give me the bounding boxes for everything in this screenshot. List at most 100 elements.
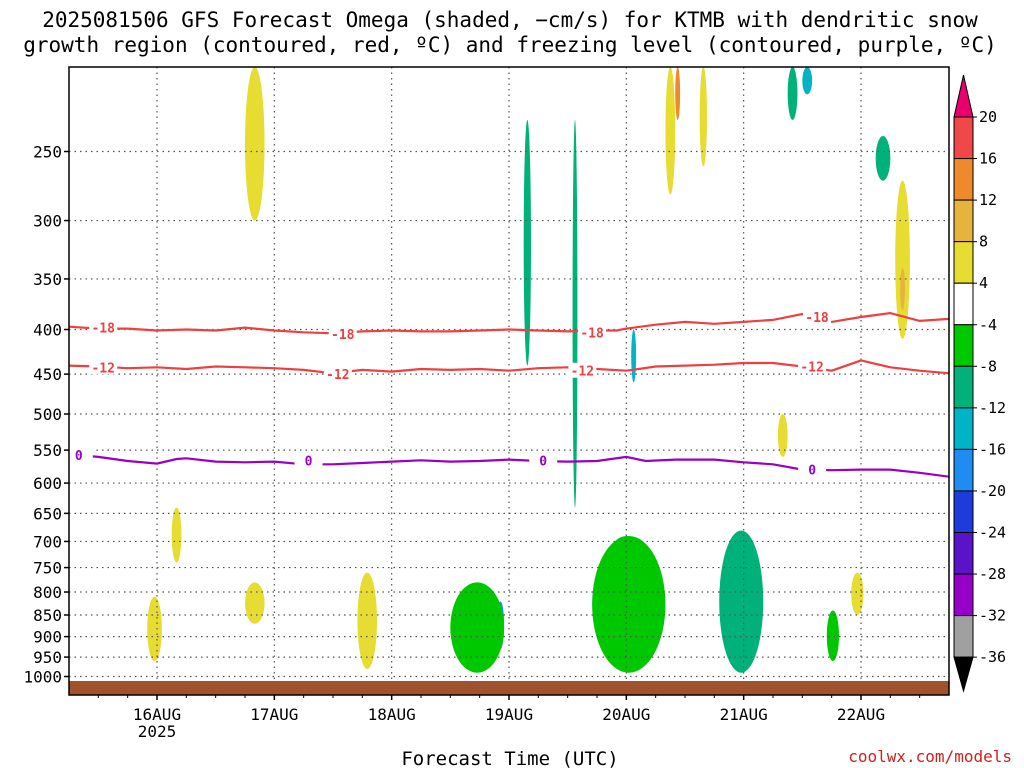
contour-label-0-1: 0: [305, 454, 313, 469]
colorbar-box-4: [953, 241, 974, 284]
colorbar-box-5: [953, 282, 974, 326]
omega-cell-22: [665, 67, 676, 195]
y-axis: 250 300 350 400 450 500 550 600 650 700 750 800 850 9…: [23, 143, 69, 687]
omega-cell-29: [631, 329, 637, 383]
temperature-contours: -18 -18 -18 -18 -12 -12 -12 -12 0 0 0 0: [69, 308, 949, 479]
y-tick-label-750: 750: [33, 559, 62, 578]
omega-cell-16: [245, 582, 265, 624]
colorbar-label-10: -24: [979, 524, 1006, 542]
colorbar-box-13: [953, 615, 974, 658]
contour-label-bg--12-2: [568, 362, 597, 378]
contour-label-bg--12-0: [89, 359, 118, 375]
omega-cell-10: [826, 610, 840, 662]
contour-label-0-2: 0: [539, 454, 547, 469]
chart-title-line-2: growth region (contoured, red, ºC) and f…: [23, 33, 997, 57]
omega-cell-24: [699, 67, 707, 167]
omega-cell-14: [147, 596, 162, 662]
omega-cell-20: [900, 267, 905, 311]
x-tick-label-20AUG: 20AUG: [602, 705, 650, 724]
colorbar-label-8: -16: [979, 440, 1006, 458]
contour-label-bg--18-3: [803, 308, 831, 324]
contour-label-bg-0-1: [294, 452, 323, 468]
contour-label-bg--18-0: [89, 319, 118, 335]
omega-cell-21: [245, 67, 265, 221]
contour-label-bg--18-2: [578, 324, 607, 340]
contour-label-bg--18-1: [328, 326, 357, 342]
y-tick-label-500: 500: [33, 405, 62, 424]
y-tick-label-600: 600: [33, 474, 62, 493]
omega-cell-26: [787, 67, 798, 120]
colorbar-label-13: -36: [979, 648, 1006, 666]
omega-cell-2: [719, 530, 764, 673]
contour-label-bg-0-2: [529, 452, 558, 468]
contour-label--12-1: -12: [326, 368, 349, 383]
y-tick-label-250: 250: [33, 143, 62, 162]
contour-0: [69, 453, 949, 478]
y-tick-label-700: 700: [33, 532, 62, 551]
contour-label-0-3: 0: [808, 464, 816, 479]
y-tick-label-1000: 1000: [23, 668, 62, 687]
omega-cell-27: [572, 119, 578, 508]
omega-cell-17: [851, 572, 864, 615]
y-tick-label-350: 350: [33, 270, 62, 289]
contour-label--18-3: -18: [805, 311, 829, 326]
y-tick-label-800: 800: [33, 583, 62, 602]
colorbar-label-0: 20: [979, 108, 997, 126]
colorbar-bottom-arrow: [953, 656, 974, 693]
x-tick-label-18AUG: 18AUG: [368, 705, 416, 724]
contour-label--12-2: -12: [571, 365, 594, 380]
colorbar-label-1: 16: [979, 150, 997, 168]
contour-label-0-0: 0: [75, 449, 83, 464]
omega-cell-12: [357, 572, 377, 669]
omega-cell-6: [592, 535, 666, 673]
x-tick-sublabel-16AUG: 2025: [138, 722, 177, 741]
y-tick-label-900: 900: [33, 628, 62, 647]
y-tick-label-650: 650: [33, 504, 62, 523]
colorbar-box-8: [953, 407, 974, 450]
x-tick-label-17AUG: 17AUG: [250, 705, 298, 724]
y-tick-label-400: 400: [33, 321, 62, 340]
colorbar-top-arrow: [953, 74, 974, 118]
x-tick-label-16AUG: 16AUG: [133, 705, 181, 724]
gridlines: [69, 67, 949, 695]
colorbar-label-2: 12: [979, 191, 997, 209]
colorbar-box-6: [953, 324, 974, 367]
omega-cell-28: [523, 119, 531, 366]
colorbar-label-12: -32: [979, 607, 1006, 625]
colorbar-box-10: [953, 490, 974, 534]
x-axis-label: Forecast Time (UTC): [401, 748, 618, 768]
y-tick-label-450: 450: [33, 365, 62, 384]
omega-cell-23: [675, 67, 681, 120]
contour-label--18-0: -18: [91, 322, 115, 337]
colorbar-label-5: -4: [979, 316, 997, 334]
contour-label--12-0: -12: [91, 361, 114, 376]
colorbar-box-11: [953, 532, 974, 575]
colorbar-box-2: [953, 158, 974, 201]
contour-label-bg--12-3: [798, 358, 827, 374]
colorbar-box-9: [953, 448, 974, 492]
contour-label--18-1: -18: [331, 328, 355, 343]
y-tick-label-950: 950: [33, 648, 62, 667]
ground-surface: [69, 681, 949, 695]
omega-cell-30: [802, 67, 813, 95]
colorbar-label-9: -20: [979, 482, 1006, 500]
omega-cell-15: [171, 507, 182, 563]
omega-cell-18: [777, 414, 788, 457]
contour-label--12-3: -12: [800, 360, 823, 375]
contour-label--18-2: -18: [580, 326, 604, 341]
contour-label-bg-0-3: [798, 461, 827, 477]
colorbar-label-11: -28: [979, 565, 1006, 583]
chart-title-line-1: 2025081506 GFS Forecast Omega (shaded, −…: [42, 8, 978, 32]
y-tick-label-850: 850: [33, 606, 62, 625]
colorbar-label-7: -12: [979, 399, 1006, 417]
contour-label-bg-0-0: [69, 446, 93, 462]
colorbar-label-6: -8: [979, 357, 997, 375]
colorbar-label-4: 4: [979, 274, 988, 292]
x-tick-label-21AUG: 21AUG: [720, 705, 768, 724]
colorbar-label-3: 8: [979, 233, 988, 251]
omega-cell-25: [875, 136, 891, 181]
x-tick-label-22AUG: 22AUG: [837, 705, 885, 724]
credit-link[interactable]: coolwx.com/models: [848, 747, 1012, 766]
